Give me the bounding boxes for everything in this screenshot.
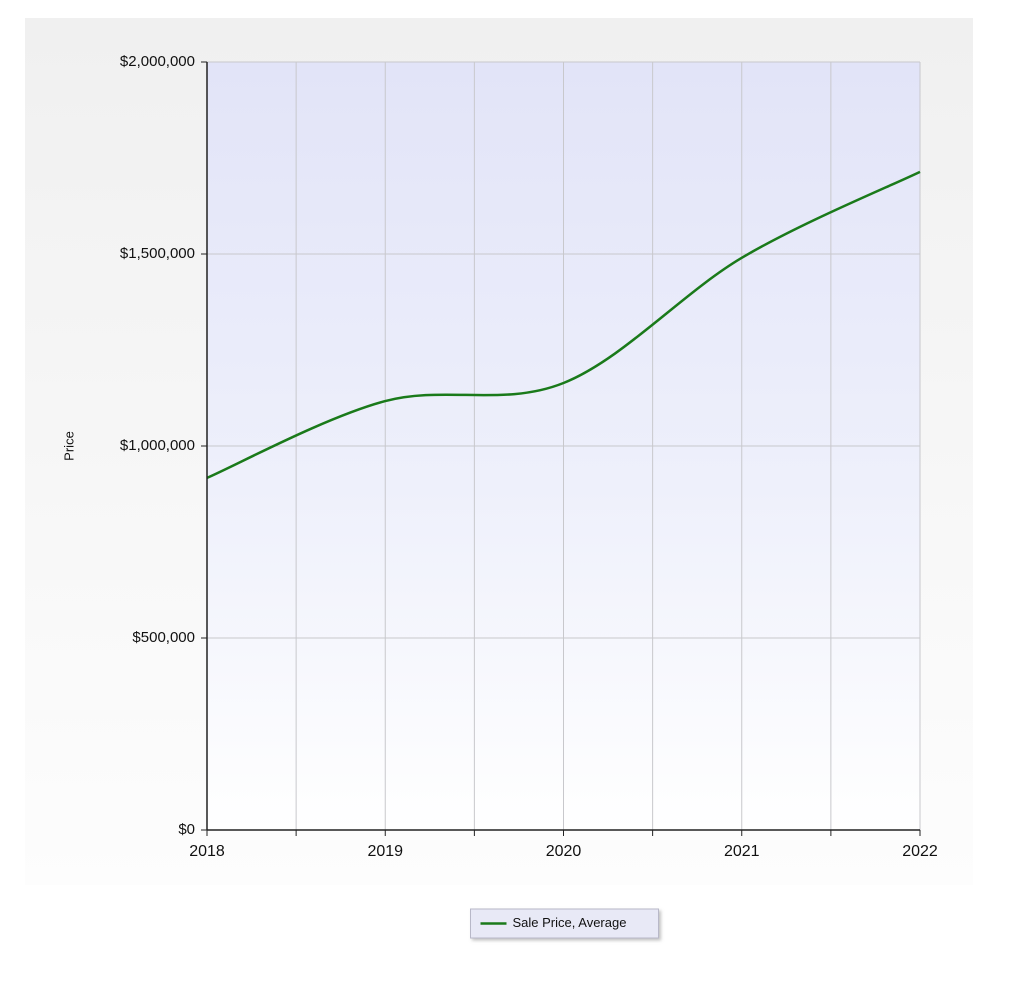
line <box>206 170 921 480</box>
x-tick-label: 2018 <box>189 843 225 860</box>
y-tick-label: $2,000,000 <box>120 53 195 70</box>
y-tick-label: $1,000,000 <box>120 437 195 454</box>
y-tick-label: $500,000 <box>132 629 195 646</box>
y-tick-label: $1,500,000 <box>120 245 195 262</box>
legend-label: Sale Price, Average <box>513 915 627 930</box>
y-axis-label: Price <box>61 431 76 461</box>
x-tick-label: 2022 <box>902 843 938 860</box>
y-tick-label: $0 <box>178 821 195 838</box>
x-tick-label: 2020 <box>546 843 582 860</box>
x-tick-label: 2019 <box>367 843 403 860</box>
x-tick-label: 2021 <box>724 843 760 860</box>
